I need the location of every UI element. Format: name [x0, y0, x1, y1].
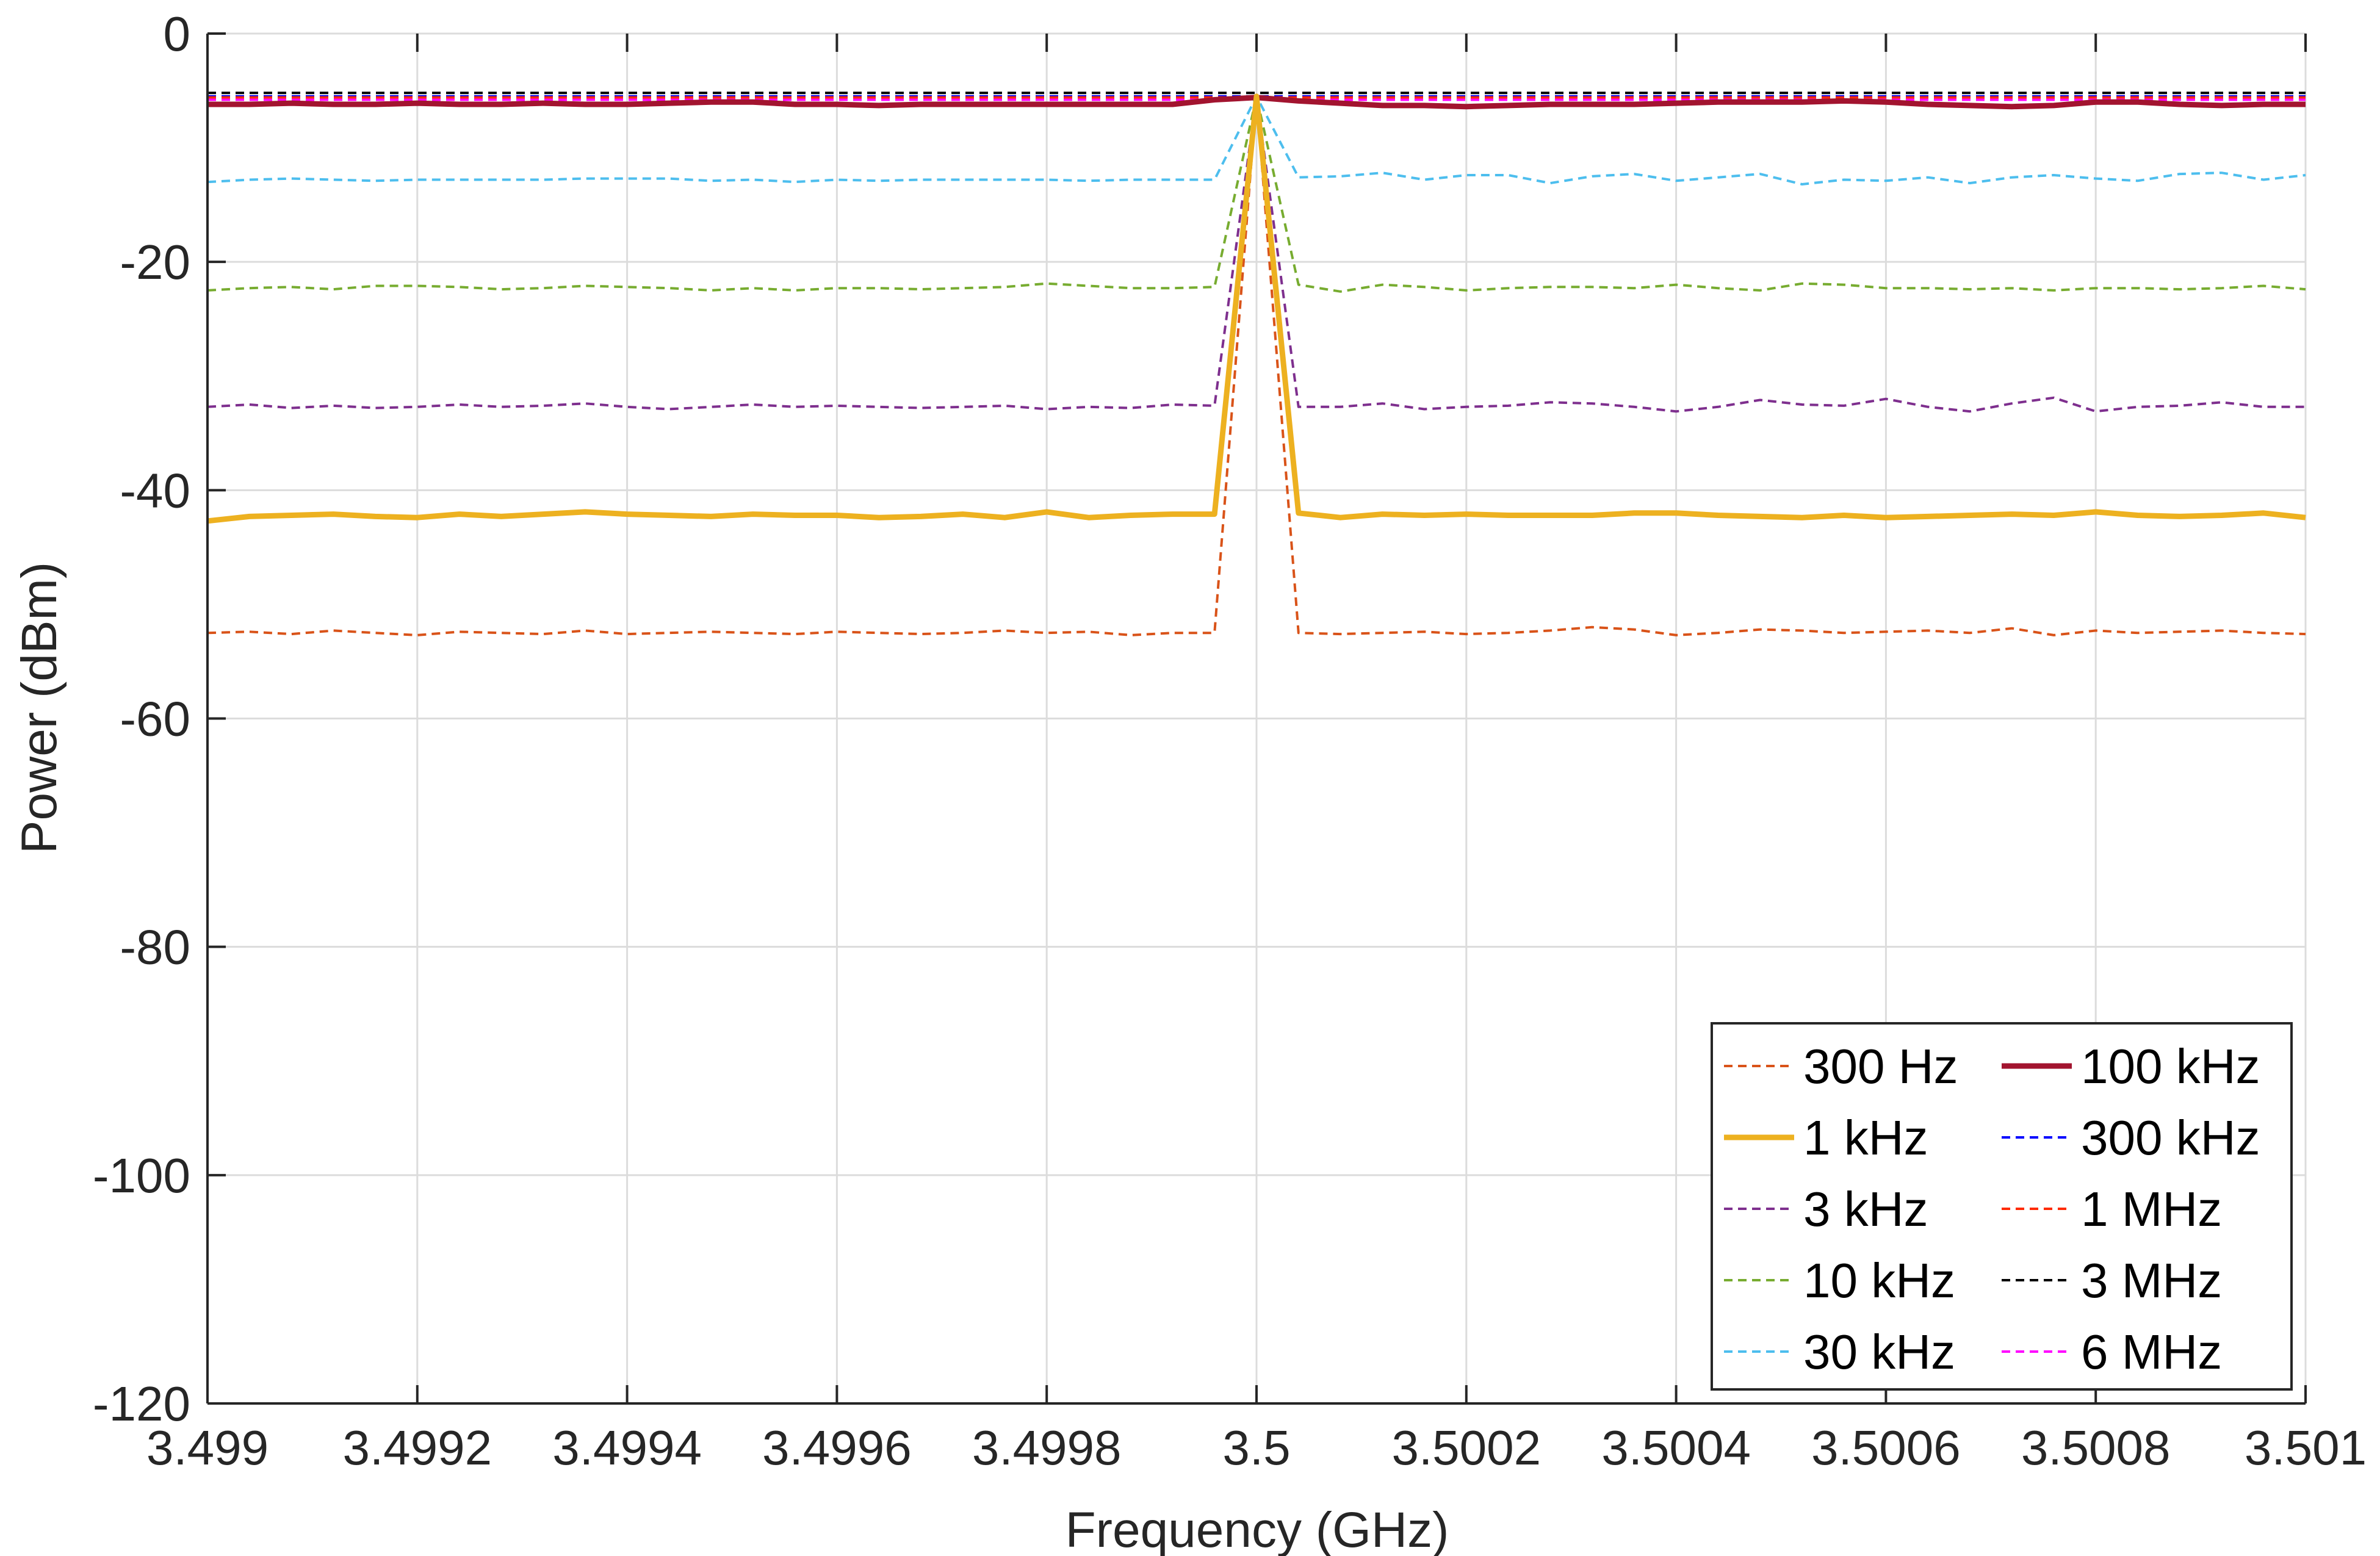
- x-tick-label: 3.501: [2245, 1421, 2367, 1475]
- legend-label: 100 kHz: [2081, 1039, 2260, 1093]
- x-axis-ticks: 3.499 3.4992 3.4994 3.4996 3.4998 3.5 3.5002 3.…: [146, 34, 2367, 1475]
- legend-label: 3 kHz: [1803, 1182, 1928, 1236]
- legend-label: 1 kHz: [1803, 1111, 1928, 1165]
- series-layer: [207, 92, 2306, 636]
- legend-label: 10 kHz: [1803, 1253, 1955, 1308]
- series-line-10-khz: [207, 95, 2306, 293]
- legend-label: 300 Hz: [1803, 1039, 1958, 1093]
- series-line-6-mhz: [207, 97, 2306, 101]
- y-tick-label: -60: [120, 692, 190, 746]
- legend-label: 3 MHz: [2081, 1253, 2222, 1308]
- x-tick-label: 3.5: [1222, 1421, 1290, 1475]
- x-tick-label: 3.499: [146, 1421, 269, 1475]
- legend: 300 Hz 1 kHz 3 kHz 10 kHz 30 kHz 100 kHz 300 k…: [1711, 1022, 2293, 1391]
- y-tick-label: -80: [120, 920, 190, 974]
- y-tick-label: -100: [93, 1148, 190, 1203]
- x-tick-label: 3.4998: [972, 1421, 1122, 1475]
- legend-box: [1711, 1022, 2293, 1391]
- grid: [206, 32, 2307, 1405]
- y-tick-label: 0: [164, 7, 191, 61]
- x-tick-label: 3.5004: [1601, 1421, 1751, 1475]
- legend-label: 6 MHz: [2081, 1325, 2222, 1379]
- y-tick-label: -20: [120, 235, 190, 289]
- x-tick-label: 3.4992: [342, 1421, 492, 1475]
- legend-label: 30 kHz: [1803, 1325, 1955, 1379]
- y-tick-label: -40: [120, 463, 190, 517]
- x-tick-label: 3.5002: [1391, 1421, 1541, 1475]
- y-axis-ticks: 0 -20 -40 -60 -80 -100 -120: [93, 7, 226, 1431]
- x-tick-label: 3.5008: [2021, 1421, 2171, 1475]
- legend-label: 300 kHz: [2081, 1111, 2260, 1165]
- series-line-1-khz: [207, 93, 2306, 524]
- legend-label: 1 MHz: [2081, 1182, 2222, 1236]
- x-tick-label: 3.4994: [552, 1421, 702, 1475]
- y-tick-label: -120: [93, 1377, 190, 1431]
- y-axis-title: Power (dBm): [12, 562, 67, 854]
- x-axis-title: Frequency (GHz): [1066, 1502, 1449, 1556]
- x-tick-label: 3.5006: [1811, 1421, 1961, 1475]
- x-tick-label: 3.4996: [762, 1421, 912, 1475]
